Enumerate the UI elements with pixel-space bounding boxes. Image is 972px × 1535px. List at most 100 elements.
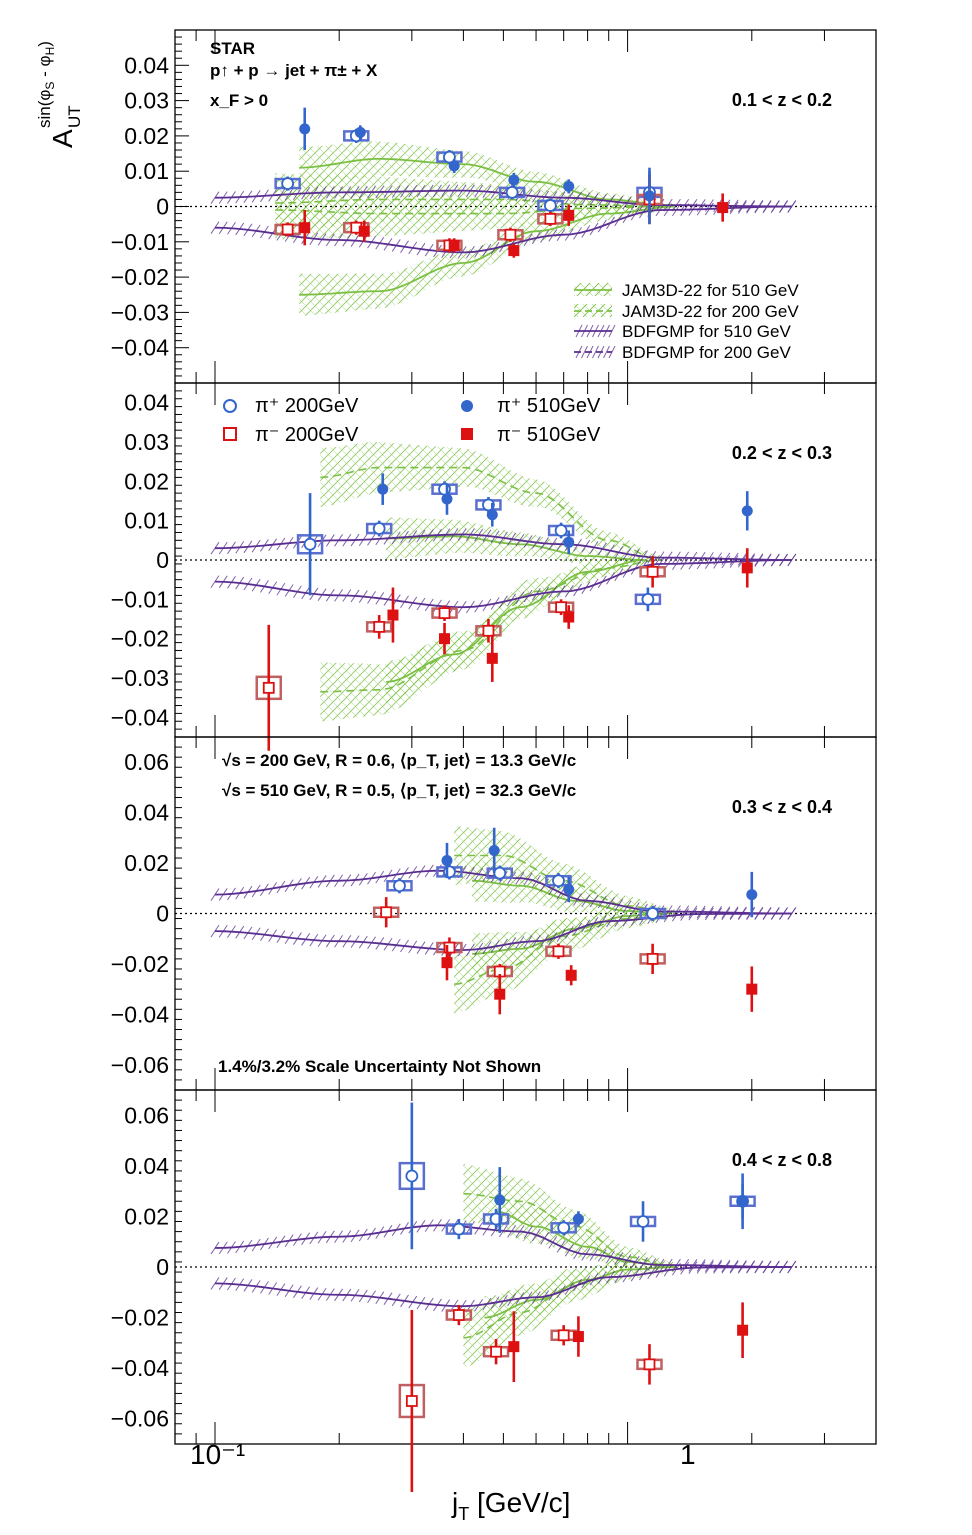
jam3d-band <box>454 825 675 919</box>
y-tick-label: 0.04 <box>124 390 169 416</box>
legend-pip510-label: π⁺ 510GeV <box>497 395 601 417</box>
pim200-point <box>555 601 567 614</box>
pip510-point <box>377 483 389 495</box>
y-tick-label: 0.02 <box>124 850 169 876</box>
jam3d-200-curve <box>320 466 661 561</box>
pim200-point <box>504 228 517 241</box>
panel-4: −0.06 −0.04 −0.02 0 0.02 0.04 0.06 0.4 < z < 0.… <box>111 1089 877 1493</box>
y-tick-label: 0.02 <box>124 1203 169 1229</box>
pip510-point <box>737 1195 749 1207</box>
pim200-point <box>552 945 565 958</box>
y-tick-label: −0.04 <box>111 1001 169 1027</box>
pip200-point <box>636 1215 650 1228</box>
y-tick-label: −0.06 <box>111 1406 169 1432</box>
z-range-label: 0.1 < z < 0.2 <box>732 90 832 110</box>
bdfgmp-curve <box>214 1266 792 1308</box>
legend-curve-label: JAM3D-22 for 200 GeV <box>622 302 799 321</box>
bdfgmp-curve <box>214 205 792 254</box>
pip200-point <box>646 907 660 920</box>
y-tick-label: 0.02 <box>124 123 169 149</box>
panel-2: −0.04 −0.03 −0.02 −0.01 0 0.01 0.02 0.03 0.04 0.2… <box>111 382 877 751</box>
bdfgmp-hatch <box>210 541 220 555</box>
pim510-point <box>737 1324 749 1336</box>
y-tick-label: −0.01 <box>111 229 169 255</box>
pip200-point <box>443 150 456 164</box>
y-tick-label: 0 <box>156 194 169 220</box>
pim200-point <box>438 607 451 619</box>
bdfgmp-hatch <box>210 924 220 938</box>
y-tick-label: −0.02 <box>111 1305 169 1331</box>
y-tick-label: 0.02 <box>124 468 169 494</box>
pim510-point <box>486 652 498 664</box>
points-legend: π⁺ 200GeV π⁺ 510GeV π⁻ 200GeV π⁻ 510GeV <box>223 395 601 446</box>
panels-layer: −0.04 −0.03 −0.02 −0.01 0 0.01 0.02 0.03 0.04 0.1… <box>111 29 877 1493</box>
pim200-point <box>373 620 386 633</box>
pim510-point <box>358 225 370 237</box>
legend-pim200-label: π⁻ 200GeV <box>255 424 359 446</box>
jam3d-band <box>275 180 661 240</box>
y-tick-label: −0.04 <box>111 1355 169 1381</box>
pip200-point <box>303 537 317 551</box>
legend-curve-swatch <box>581 345 588 359</box>
pip510-point <box>488 844 500 856</box>
pim510-point <box>441 957 453 969</box>
jam3d-510-curve <box>472 879 661 915</box>
pim200-point <box>557 1329 570 1342</box>
y-tick-label: −0.02 <box>111 951 169 977</box>
y-axis-label-superscript: sin(φS - φH) <box>35 41 57 128</box>
jam3d-510-curve <box>472 912 661 955</box>
pip510-point <box>354 126 366 138</box>
y-tick-label: 0.04 <box>124 1153 169 1179</box>
jam3d-510-curve <box>386 535 645 561</box>
y-tick-label: −0.02 <box>111 626 169 652</box>
y-tick-label: 0.03 <box>124 88 169 114</box>
z-range-label: 0.2 < z < 0.3 <box>732 443 832 463</box>
y-axis-label: A <box>47 129 78 148</box>
y-tick-label: −0.03 <box>111 665 169 691</box>
x-axis-label: jT [GeV/c] <box>451 1487 570 1524</box>
pim510-point <box>563 611 575 623</box>
pip200-point <box>438 482 451 496</box>
legend-curve-swatch <box>574 304 612 317</box>
panel-3: −0.06 −0.04 −0.02 0 0.02 0.04 0.06 0.3 < z < 0.… <box>111 736 877 1091</box>
pim200-point <box>643 1358 656 1371</box>
pip510-point <box>508 174 520 186</box>
jam3d-200-curve <box>454 912 675 985</box>
jam3d-band <box>320 442 661 565</box>
pip510-point <box>441 855 453 867</box>
pip200-point <box>543 199 557 212</box>
bdfgmp-curve <box>214 559 792 609</box>
legend-curve-swatch <box>603 345 610 359</box>
pip510-point <box>486 509 498 521</box>
pip200-point <box>393 879 406 893</box>
legend-pim510-marker <box>461 428 473 440</box>
y-tick-label: 0 <box>156 1254 169 1280</box>
pip510-point <box>563 536 575 548</box>
pim510-point <box>494 988 506 1000</box>
x-tick-label-0: 10⁻¹ <box>190 1439 245 1470</box>
y-tick-label: 0.04 <box>124 52 169 78</box>
y-tick-label: 0.03 <box>124 429 169 455</box>
jam3d-510-curve <box>386 559 645 683</box>
jam3d-band <box>299 203 675 316</box>
x-tick-label-1: 1 <box>680 1439 696 1470</box>
process-label: p↑ + p → jet + π± + X <box>210 61 378 80</box>
legend-curve-label: JAM3D-22 for 510 GeV <box>622 281 799 300</box>
pim200-point <box>544 212 557 225</box>
y-tick-label: −0.03 <box>111 299 169 325</box>
jam3d-200-curve <box>463 1266 675 1339</box>
jam3d-200-curve <box>454 854 675 915</box>
pim510-point <box>508 1341 520 1353</box>
y-tick-label: −0.01 <box>111 586 169 612</box>
pip200-point <box>552 874 565 888</box>
pim200-point <box>380 906 393 919</box>
panel-1: −0.04 −0.03 −0.02 −0.01 0 0.01 0.02 0.03 0.04 0.1… <box>111 29 877 384</box>
z-range-label: 0.3 < z < 0.4 <box>732 797 832 817</box>
legend-curve-label: BDFGMP for 200 GeV <box>622 343 791 362</box>
pip510-point <box>741 505 753 517</box>
y-axis-title: A UT sin(φS - φH) <box>35 41 84 148</box>
pim510-point <box>387 609 399 621</box>
y-tick-label: 0.06 <box>124 1102 169 1128</box>
legend-curve-swatch <box>592 345 599 359</box>
